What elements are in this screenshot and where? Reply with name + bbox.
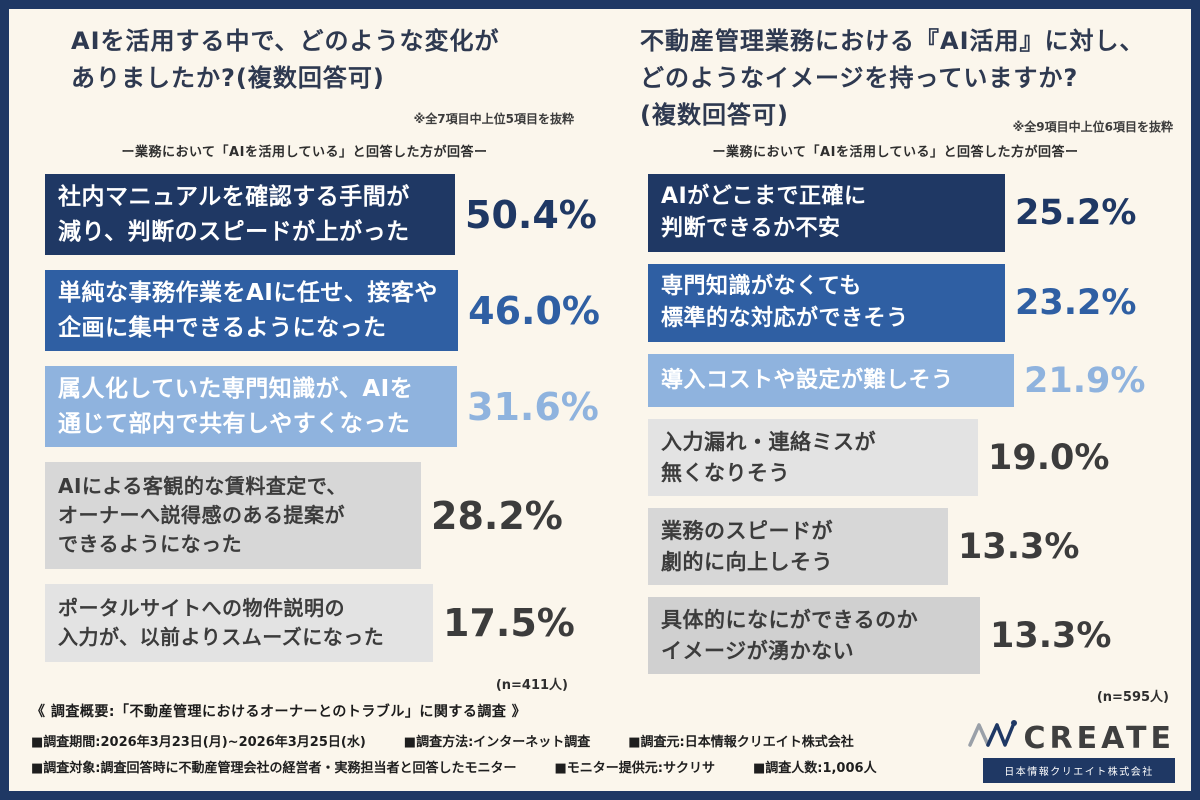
bar-value: 23.2% xyxy=(1015,282,1137,323)
bar-label: 業務のスピードが 劇的に向上しそう xyxy=(661,519,833,574)
survey-method: ■調査方法:インターネット調査 xyxy=(403,735,591,750)
bar-box-standard-response: 専門知識がなくても 標準的な対応ができそう xyxy=(648,263,1005,342)
bar-row: 属人化していた専門知識が、AIを 通じて部内で共有しやすくなった 31.6% xyxy=(45,366,600,447)
survey-meta-line-1: ■調査期間:2026年3月23日(月)~2026年3月25日(水) ■調査方法:イ… xyxy=(31,730,1175,756)
bar-value: 25.2% xyxy=(1015,192,1137,233)
right-chart-title: 不動産管理業務における『AI活用』に対し、 どのようなイメージを持っていますか?… xyxy=(640,27,1145,130)
charts-area: AIを活用する中で、どのような変化が ありましたか?(複数回答可) ※全7項目中… xyxy=(9,9,1191,705)
bar-row: 単純な事務作業をAIに任せ、接客や 企画に集中できるようになった 46.0% xyxy=(45,270,600,351)
bar-row: 業務のスピードが 劇的に向上しそう 13.3% xyxy=(648,508,1191,586)
logo-brand-text: CREATE xyxy=(1023,721,1175,756)
bar-box-speed-improvement: 業務のスピードが 劇的に向上しそう xyxy=(648,508,948,586)
bar-label: AIがどこまで正確に 判断できるか不安 xyxy=(661,184,867,241)
bar-row: 導入コストや設定が難しそう 21.9% xyxy=(648,353,1191,408)
bar-value: 21.9% xyxy=(1024,360,1146,401)
bar-label: 導入コストや設定が難しそう xyxy=(661,367,954,393)
bar-label: 入力漏れ・連絡ミスが 無くなりそう xyxy=(661,430,876,485)
right-chart-note: ※全9項目中上位6項目を抜粋 xyxy=(1012,120,1173,134)
survey-overview-heading: 《 調査概要:「不動産管理におけるオーナーとのトラブル」に関する調査 》 xyxy=(31,704,527,720)
bar-row: AIがどこまで正確に 判断できるか不安 25.2% xyxy=(648,174,1191,252)
bar-row: 専門知識がなくても 標準的な対応ができそう 23.2% xyxy=(648,263,1191,342)
bar-box-portal-input: ポータルサイトへの物件説明の 入力が、以前よりスムーズになった xyxy=(45,584,433,662)
company-logo: CREATE 日本情報クリエイト株式会社 xyxy=(967,718,1175,783)
create-zigzag-icon xyxy=(967,718,1019,754)
bar-box-knowledge-sharing: 属人化していた専門知識が、AIを 通じて部内で共有しやすくなった xyxy=(45,366,457,447)
left-chart-panel: AIを活用する中で、どのような変化が ありましたか?(複数回答可) ※全7項目中… xyxy=(9,9,600,705)
bar-label: ポータルサイトへの物件説明の 入力が、以前よりスムーズになった xyxy=(58,596,385,649)
bar-value: 46.0% xyxy=(468,288,600,333)
infographic-canvas: AIを活用する中で、どのような変化が ありましたか?(複数回答可) ※全7項目中… xyxy=(9,9,1191,791)
bar-box-rent-assessment: AIによる客観的な賃料査定で、 オーナーへ説得感のある提案が できるようになった xyxy=(45,462,421,569)
bar-row: 社内マニュアルを確認する手間が 減り、判断のスピードが上がった 50.4% xyxy=(45,174,600,255)
bar-box-fewer-mistakes: 入力漏れ・連絡ミスが 無くなりそう xyxy=(648,419,978,497)
survey-period: ■調査期間:2026年3月23日(月)~2026年3月25日(水) xyxy=(31,735,366,750)
right-chart-header: 不動産管理業務における『AI活用』に対し、 どのようなイメージを持っていますか?… xyxy=(640,23,1173,141)
bar-box-setup-cost: 導入コストや設定が難しそう xyxy=(648,353,1014,408)
bar-box-no-image: 具体的になにができるのか イメージが湧かない xyxy=(648,597,980,675)
bar-row: ポータルサイトへの物件説明の 入力が、以前よりスムーズになった 17.5% xyxy=(45,584,600,662)
bar-box-manual-check: 社内マニュアルを確認する手間が 減り、判断のスピードが上がった xyxy=(45,174,455,255)
bar-label: 具体的になにができるのか イメージが湧かない xyxy=(661,608,919,663)
bar-box-simple-tasks: 単純な事務作業をAIに任せ、接客や 企画に集中できるようになった xyxy=(45,270,459,351)
bar-value: 13.3% xyxy=(990,615,1112,656)
bar-box-accuracy-anxiety: AIがどこまで正確に 判断できるか不安 xyxy=(648,174,1005,252)
bar-value: 17.5% xyxy=(443,601,575,645)
survey-overview-footer: 《 調査概要:「不動産管理におけるオーナーとのトラブル」に関する調査 》 ■調査… xyxy=(31,701,1175,783)
bar-row: 入力漏れ・連絡ミスが 無くなりそう 19.0% xyxy=(648,419,1191,497)
bar-row: 具体的になにができるのか イメージが湧かない 13.3% xyxy=(648,597,1191,675)
survey-meta-line-2: ■調査対象:調査回答時に不動産管理会社の経営者・実務担当者と回答したモニター ■モ… xyxy=(31,756,1175,782)
left-chart-title: AIを活用する中で、どのような変化が ありましたか?(複数回答可) xyxy=(71,27,500,93)
logo-row: CREATE xyxy=(967,718,1175,756)
survey-monitor-provider: ■モニター提供元:サクリサ xyxy=(554,761,715,776)
bar-label: 社内マニュアルを確認する手間が 減り、判断のスピードが上がった xyxy=(58,184,410,245)
bar-label: AIによる客観的な賃料査定で、 オーナーへ説得感のある提案が できるようになった xyxy=(58,474,348,556)
left-bars: 社内マニュアルを確認する手間が 減り、判断のスピードが上がった 50.4% 単純… xyxy=(45,174,600,662)
right-chart-panel: 不動産管理業務における『AI活用』に対し、 どのようなイメージを持っていますか?… xyxy=(600,9,1191,705)
left-chart-subtitle: ー業務において「AIを活用している」と回答した方が回答ー xyxy=(121,145,488,160)
bar-value: 19.0% xyxy=(988,437,1110,478)
bar-label: 単純な事務作業をAIに任せ、接客や 企画に集中できるようになった xyxy=(58,280,438,341)
logo-company-name: 日本情報クリエイト株式会社 xyxy=(983,758,1175,783)
left-chart-note: ※全7項目中上位5項目を抜粋 xyxy=(413,112,574,126)
bar-value: 31.6% xyxy=(467,384,599,429)
bar-label: 属人化していた専門知識が、AIを 通じて部内で共有しやすくなった xyxy=(58,376,414,437)
survey-respondents: ■調査人数:1,006人 xyxy=(752,761,877,776)
right-chart-subtitle: ー業務において「AIを活用している」と回答した方が回答ー xyxy=(712,145,1079,160)
survey-source: ■調査元:日本情報クリエイト株式会社 xyxy=(628,735,854,750)
right-sample-size: (n=595人) xyxy=(1096,690,1169,706)
left-chart-header: AIを活用する中で、どのような変化が ありましたか?(複数回答可) ※全7項目中… xyxy=(71,23,574,141)
bar-value: 50.4% xyxy=(465,192,597,237)
survey-target: ■調査対象:調査回答時に不動産管理会社の経営者・実務担当者と回答したモニター xyxy=(31,761,517,776)
left-sample-size: (n=411人) xyxy=(495,678,568,693)
bar-row: AIによる客観的な賃料査定で、 オーナーへ説得感のある提案が できるようになった… xyxy=(45,462,600,569)
right-bars: AIがどこまで正確に 判断できるか不安 25.2% 専門知識がなくても 標準的な… xyxy=(648,174,1191,675)
bar-label: 専門知識がなくても 標準的な対応ができそう xyxy=(661,273,909,331)
bar-value: 28.2% xyxy=(431,493,563,538)
bar-value: 13.3% xyxy=(958,526,1080,567)
